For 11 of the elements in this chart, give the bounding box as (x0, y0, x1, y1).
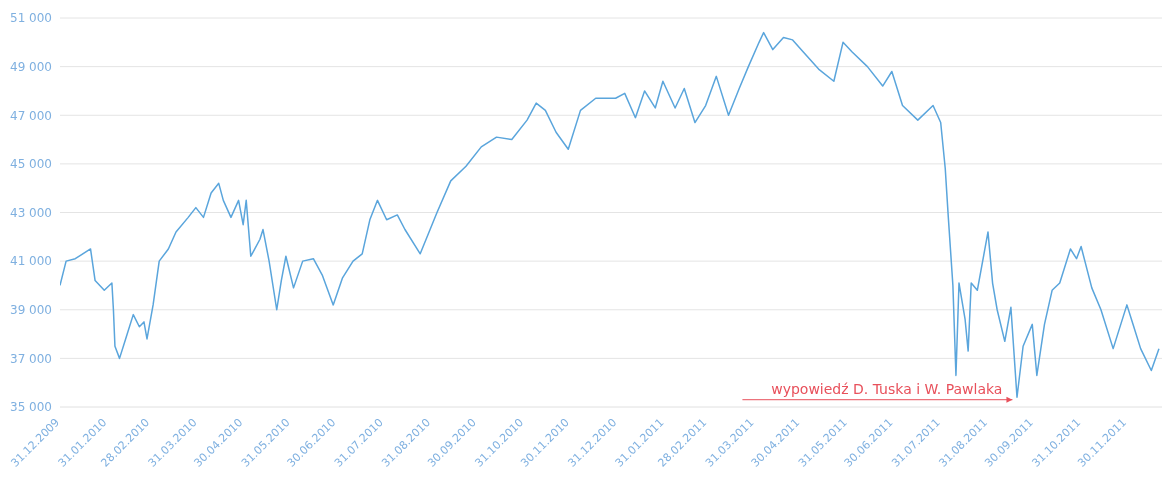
y-tick-label: 35 000 (10, 400, 52, 415)
y-tick-label: 49 000 (10, 59, 52, 74)
y-tick-label: 45 000 (10, 157, 52, 172)
y-tick-label: 39 000 (10, 303, 52, 318)
y-tick-label: 37 000 (10, 351, 52, 366)
y-tick-label: 51 000 (10, 11, 52, 26)
y-tick-label: 47 000 (10, 108, 52, 123)
line-series (60, 31, 1160, 399)
y-tick-label: 41 000 (10, 254, 52, 269)
annotation: wypowiedź D. Tuska i W. Pawlaka (771, 380, 1003, 397)
y-tick-label: 43 000 (10, 205, 52, 220)
